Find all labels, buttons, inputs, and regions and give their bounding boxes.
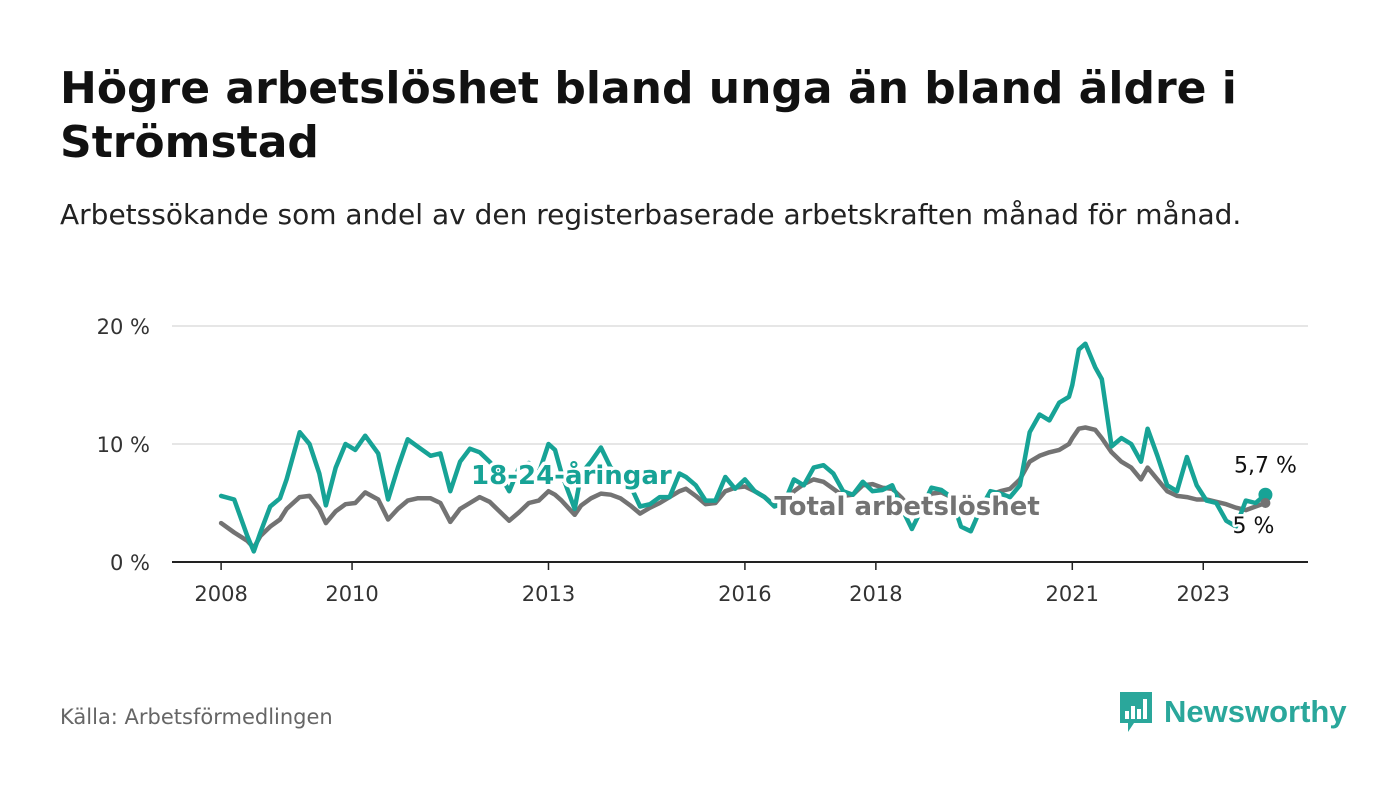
series-line-youth: [218, 341, 1268, 554]
endpoint-total: [1260, 498, 1271, 508]
y-tick-label: 0 %: [110, 551, 150, 575]
x-tick-label: 2008: [194, 582, 247, 606]
value-label-youth: 5,7 %: [1234, 454, 1297, 479]
brand-logo[interactable]: Newsworthy: [1118, 690, 1347, 734]
source-note: Källa: Arbetsförmedlingen: [60, 705, 333, 729]
series-lines: [218, 341, 1268, 554]
x-tick-label: 2016: [718, 582, 771, 606]
series-line-total: [218, 425, 1268, 551]
x-tick-label: 2023: [1177, 582, 1230, 606]
y-axis-ticks: 0 % 10 % 20 %: [97, 315, 150, 575]
x-axis: 2008 2010 2013 2016 2018 2021 2023: [172, 561, 1308, 606]
chart-subtitle: Arbetssökande som andel av den registerb…: [60, 198, 1242, 231]
newsworthy-logo-icon: [1120, 692, 1152, 732]
chart-title: Högre arbetslöshet bland unga än bland ä…: [60, 63, 1237, 168]
series-label-total: Total arbetslöshet: [774, 492, 1039, 522]
endpoint-youth: [1258, 487, 1273, 502]
y-tick-label: 20 %: [97, 315, 150, 339]
gridlines: [172, 325, 1308, 445]
x-tick-label: 2021: [1046, 582, 1099, 606]
brand-name: Newsworthy: [1164, 694, 1347, 729]
value-label-total: 5 %: [1232, 514, 1274, 539]
x-tick-label: 2018: [849, 582, 902, 606]
x-tick-label: 2010: [325, 582, 378, 606]
series-labels: 18-24-åringar Total arbetslöshet 5,7 % 5 %: [468, 451, 1300, 541]
x-tick-label: 2013: [522, 582, 575, 606]
y-tick-label: 10 %: [97, 433, 150, 457]
series-label-youth: 18-24-åringar: [471, 459, 672, 491]
